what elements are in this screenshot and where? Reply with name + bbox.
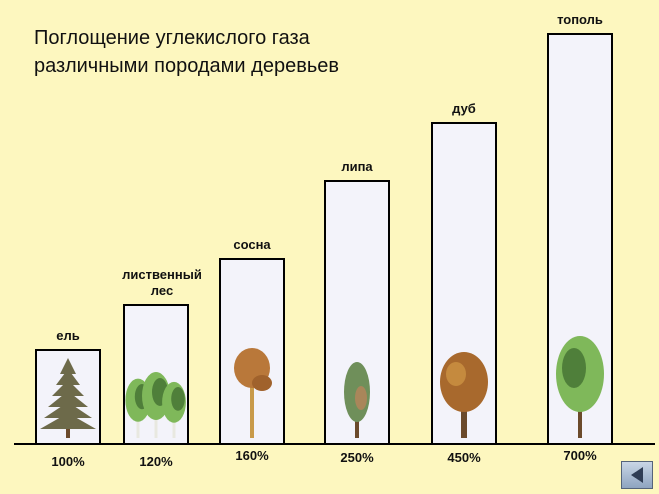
chart-title-line-1: Поглощение углекислого газа xyxy=(34,27,310,49)
value-label-6: 700% xyxy=(563,448,597,463)
back-arrow-icon xyxy=(631,467,643,483)
value-label-5: 450% xyxy=(447,450,481,465)
category-label-2-line-2: лес xyxy=(151,283,173,298)
category-label-6: тополь xyxy=(557,12,603,27)
value-label-4: 250% xyxy=(340,450,374,465)
pine-icon xyxy=(234,348,272,438)
category-label-2-line-1: лиственный xyxy=(122,267,202,282)
deciduous-forest-icon xyxy=(125,372,186,438)
chart-title: Поглощение углекислого газа различными п… xyxy=(34,24,339,80)
value-label-2: 120% xyxy=(139,454,173,469)
category-label-3: сосна xyxy=(233,237,271,252)
value-label-3: 160% xyxy=(235,448,269,463)
spruce-icon xyxy=(40,358,96,438)
category-label-5: дуб xyxy=(452,101,476,116)
value-label-1: 100% xyxy=(51,454,85,469)
back-button[interactable] xyxy=(621,461,653,489)
oak-icon xyxy=(440,352,488,438)
category-label-4: липа xyxy=(341,159,373,174)
chart-title-line-2: различными породами деревьев xyxy=(34,55,339,77)
linden-icon xyxy=(344,362,370,438)
category-label-1: ель xyxy=(56,328,79,343)
poplar-icon xyxy=(556,336,604,438)
